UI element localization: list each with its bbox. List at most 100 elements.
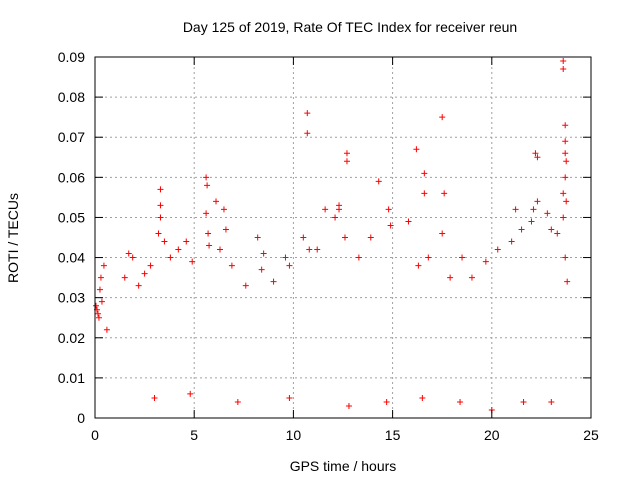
data-point bbox=[457, 398, 464, 405]
data-point bbox=[387, 222, 394, 229]
data-point bbox=[260, 250, 267, 257]
data-point bbox=[415, 262, 422, 269]
y-tick-label: 0.03 bbox=[58, 290, 85, 306]
data-point bbox=[96, 286, 103, 293]
y-tick-label: 0.07 bbox=[58, 129, 85, 145]
data-point bbox=[564, 278, 571, 285]
data-point bbox=[304, 110, 311, 117]
data-point bbox=[447, 274, 454, 281]
y-tick-label: 0.06 bbox=[58, 169, 85, 185]
data-point bbox=[270, 278, 277, 285]
data-point bbox=[141, 270, 148, 277]
data-point bbox=[534, 198, 541, 205]
data-point bbox=[97, 274, 104, 281]
data-point bbox=[560, 214, 567, 221]
data-point bbox=[563, 198, 570, 205]
data-point bbox=[441, 190, 448, 197]
data-point bbox=[405, 218, 412, 225]
y-tick-label: 0.08 bbox=[58, 89, 85, 105]
data-point bbox=[468, 274, 475, 281]
data-point bbox=[220, 206, 227, 213]
data-point bbox=[439, 114, 446, 121]
data-point bbox=[121, 274, 128, 281]
data-point bbox=[213, 198, 220, 205]
data-point bbox=[562, 174, 569, 181]
data-point bbox=[322, 206, 329, 213]
data-point bbox=[314, 246, 321, 253]
data-point bbox=[94, 310, 101, 317]
data-point bbox=[258, 266, 265, 273]
data-point bbox=[532, 150, 539, 157]
data-point bbox=[341, 234, 348, 241]
x-tick-label: 25 bbox=[583, 427, 599, 443]
y-tick-label: 0.04 bbox=[58, 250, 85, 266]
data-point bbox=[494, 246, 501, 253]
x-tick-label: 5 bbox=[190, 427, 198, 443]
data-point bbox=[216, 246, 223, 253]
data-point bbox=[530, 206, 537, 213]
data-point bbox=[306, 246, 313, 253]
data-point bbox=[562, 150, 569, 157]
data-point bbox=[563, 158, 570, 165]
data-point bbox=[125, 250, 132, 257]
data-point bbox=[345, 402, 352, 409]
data-point bbox=[343, 158, 350, 165]
data-point bbox=[254, 234, 261, 241]
data-point bbox=[459, 254, 466, 261]
data-point bbox=[304, 130, 311, 137]
data-point bbox=[175, 246, 182, 253]
data-point bbox=[413, 146, 420, 153]
x-tick-label: 15 bbox=[385, 427, 401, 443]
x-tick-label: 0 bbox=[91, 427, 99, 443]
data-point bbox=[205, 230, 212, 237]
data-point bbox=[520, 398, 527, 405]
data-point bbox=[187, 390, 194, 397]
data-point bbox=[560, 66, 567, 73]
x-tick-labels: 0 5 10 15 20 25 bbox=[91, 427, 599, 443]
data-point bbox=[367, 234, 374, 241]
y-tick-label: 0.09 bbox=[58, 49, 85, 65]
data-point bbox=[151, 394, 158, 401]
y-tick-label: 0.02 bbox=[58, 330, 85, 346]
y-tick-labels: 0 0.01 0.02 0.03 0.04 0.05 0.06 0.07 0.08 0.09 bbox=[58, 49, 85, 426]
data-point bbox=[560, 58, 567, 65]
data-point bbox=[203, 174, 210, 181]
data-point bbox=[161, 238, 168, 245]
data-point bbox=[282, 254, 289, 261]
data-point bbox=[167, 254, 174, 261]
data-point bbox=[92, 302, 99, 309]
data-point bbox=[189, 258, 196, 265]
data-point bbox=[206, 242, 213, 249]
data-point bbox=[157, 186, 164, 193]
data-point bbox=[157, 202, 164, 209]
x-axis-label: GPS time / hours bbox=[290, 458, 397, 474]
data-point bbox=[222, 226, 229, 233]
data-point bbox=[421, 190, 428, 197]
data-point bbox=[336, 202, 343, 209]
data-point bbox=[286, 394, 293, 401]
data-point bbox=[98, 298, 105, 305]
data-point bbox=[155, 230, 162, 237]
data-point bbox=[129, 254, 136, 261]
y-axis-label: ROTI / TECUs bbox=[5, 193, 21, 283]
data-point bbox=[562, 122, 569, 129]
data-point bbox=[157, 214, 164, 221]
x-tick-label: 20 bbox=[484, 427, 500, 443]
data-point bbox=[512, 206, 519, 213]
data-point bbox=[95, 314, 102, 321]
data-point bbox=[383, 398, 390, 405]
data-point bbox=[300, 234, 307, 241]
data-point bbox=[439, 230, 446, 237]
data-point bbox=[562, 138, 569, 145]
data-point bbox=[548, 226, 555, 233]
data-point bbox=[100, 262, 107, 269]
data-point bbox=[228, 262, 235, 269]
data-point bbox=[203, 210, 210, 217]
data-point bbox=[147, 262, 154, 269]
data-point bbox=[234, 398, 241, 405]
data-point bbox=[419, 394, 426, 401]
data-point bbox=[518, 226, 525, 233]
data-point bbox=[343, 150, 350, 157]
data-point bbox=[562, 254, 569, 261]
